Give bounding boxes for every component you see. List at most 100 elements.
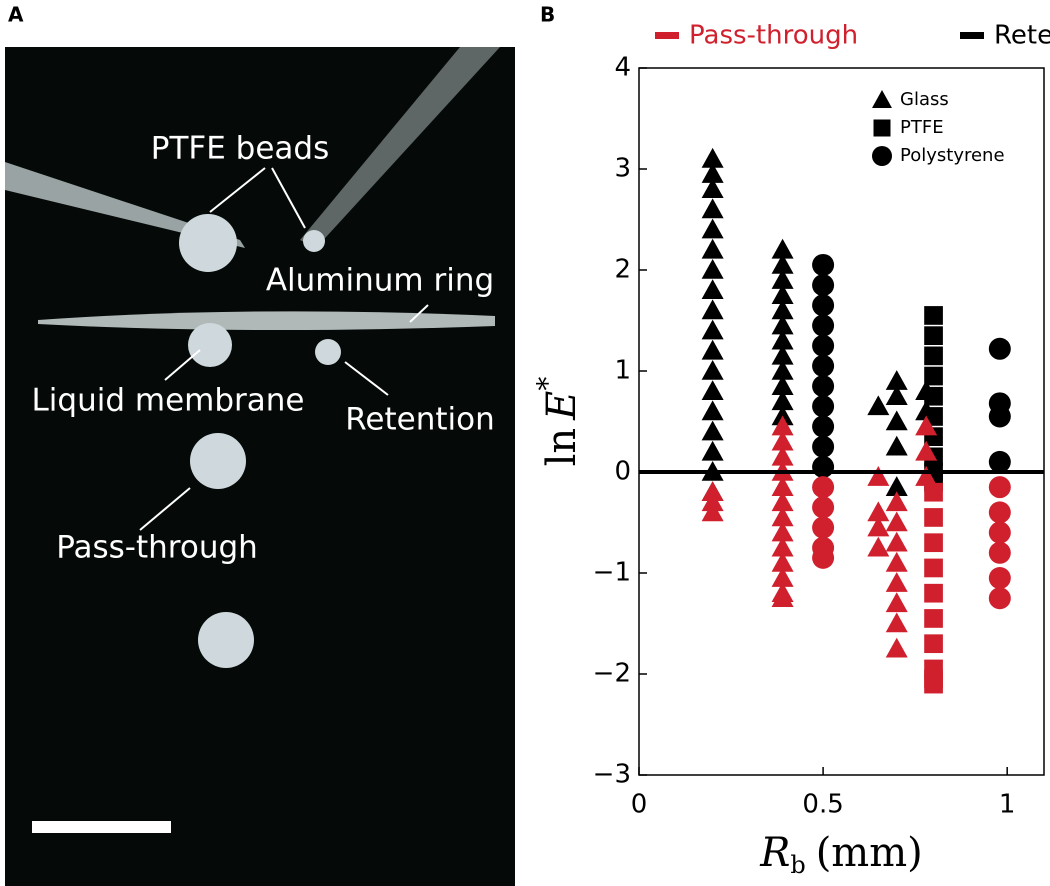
marker bbox=[771, 269, 794, 289]
marker bbox=[915, 466, 938, 486]
marker bbox=[867, 395, 890, 416]
marker bbox=[924, 583, 943, 603]
y-tick-label: −2 bbox=[593, 659, 631, 689]
legend-swatch bbox=[655, 32, 679, 39]
marker bbox=[988, 405, 1011, 428]
marker bbox=[812, 334, 835, 357]
marker bbox=[771, 314, 794, 335]
marker bbox=[812, 375, 835, 398]
legend-label: Pass-through bbox=[689, 21, 858, 51]
marker bbox=[867, 516, 890, 537]
marker bbox=[812, 274, 835, 297]
marker bbox=[771, 476, 794, 496]
marker bbox=[885, 612, 908, 633]
marker bbox=[701, 400, 724, 421]
marker bbox=[924, 366, 943, 386]
marker bbox=[988, 541, 1011, 564]
marker bbox=[812, 546, 835, 569]
y-axis-label: ln E* bbox=[531, 377, 586, 467]
marker bbox=[885, 551, 908, 572]
x-axis-label-part: (mm) bbox=[816, 830, 923, 876]
marker bbox=[701, 420, 724, 441]
panel-label: A bbox=[8, 3, 24, 27]
marker bbox=[867, 466, 890, 486]
chart: −3 −2 −1 0 1 2 3 4 0 0.5 1 Glass PTFE Polystyrene Pass… bbox=[531, 21, 1050, 879]
marker bbox=[771, 506, 794, 527]
bead bbox=[303, 230, 325, 252]
marker bbox=[812, 314, 835, 337]
legend-label: Glass bbox=[900, 89, 949, 110]
annotation: Pass-through bbox=[56, 530, 258, 566]
marker bbox=[885, 531, 908, 552]
marker bbox=[885, 592, 908, 613]
marker bbox=[701, 198, 724, 219]
y-tick-label: 4 bbox=[614, 53, 631, 83]
y-tick-label: −3 bbox=[593, 760, 631, 790]
marker bbox=[701, 319, 724, 340]
marker bbox=[701, 339, 724, 360]
bead bbox=[315, 339, 341, 365]
x-axis-label: Rb (mm) bbox=[759, 830, 923, 879]
marker bbox=[771, 587, 794, 608]
marker bbox=[771, 329, 794, 350]
marker bbox=[885, 637, 908, 658]
marker bbox=[701, 218, 724, 239]
marker bbox=[771, 344, 794, 365]
marker bbox=[701, 481, 724, 501]
marker bbox=[924, 482, 943, 502]
marker bbox=[885, 476, 908, 496]
marker bbox=[872, 90, 892, 108]
marker bbox=[771, 521, 794, 542]
x-tick-label: 0 bbox=[631, 790, 648, 820]
marker bbox=[701, 491, 724, 512]
marker bbox=[867, 536, 890, 557]
y-axis-label-part: E bbox=[539, 391, 585, 421]
marker bbox=[701, 501, 724, 522]
marker bbox=[885, 435, 908, 456]
marker bbox=[924, 326, 943, 345]
marker bbox=[988, 587, 1011, 610]
legend-label: PTFE bbox=[900, 117, 944, 138]
x-tick-label: 0.5 bbox=[802, 790, 843, 820]
marker bbox=[771, 551, 794, 572]
marker bbox=[771, 567, 794, 587]
marker bbox=[988, 501, 1011, 524]
marker bbox=[988, 521, 1011, 544]
legend-label: Polystyrene bbox=[900, 145, 1005, 166]
annotation: Retention bbox=[345, 402, 494, 438]
marker bbox=[924, 558, 943, 578]
marker bbox=[701, 360, 724, 380]
marker bbox=[867, 501, 890, 522]
marker bbox=[771, 430, 794, 451]
marker bbox=[771, 284, 794, 305]
x-axis-label-part: b bbox=[790, 851, 805, 879]
bead bbox=[198, 612, 254, 668]
marker bbox=[885, 370, 908, 390]
marker bbox=[701, 259, 724, 279]
marker bbox=[812, 455, 835, 478]
bead bbox=[190, 433, 246, 489]
x-axis-label-part: R bbox=[759, 830, 790, 876]
marker bbox=[988, 450, 1011, 473]
marker bbox=[701, 147, 724, 168]
marker bbox=[771, 491, 794, 512]
marker bbox=[771, 415, 794, 436]
marker bbox=[924, 634, 943, 654]
marker bbox=[701, 299, 724, 320]
y-tick-label: 0 bbox=[614, 457, 631, 487]
marker bbox=[701, 238, 724, 259]
marker bbox=[885, 491, 908, 512]
marker bbox=[988, 476, 1011, 499]
marker bbox=[924, 386, 943, 406]
marker bbox=[915, 415, 938, 436]
marker bbox=[812, 354, 835, 377]
marker bbox=[873, 119, 891, 137]
marker bbox=[812, 476, 835, 499]
marker bbox=[771, 299, 794, 320]
bead bbox=[188, 323, 232, 367]
marker bbox=[812, 435, 835, 458]
y-tick-label: −1 bbox=[593, 558, 631, 588]
marker bbox=[988, 337, 1011, 360]
y-axis-label-part: ln bbox=[539, 428, 585, 467]
